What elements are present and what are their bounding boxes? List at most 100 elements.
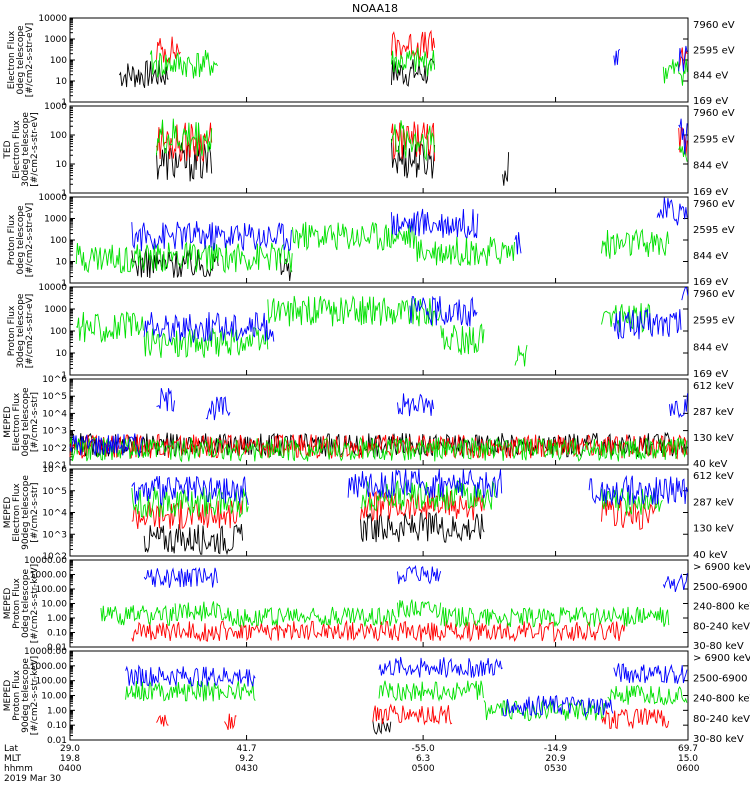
x-tick-label-lat: -14.9: [544, 744, 568, 754]
y-axis-label: 90deg telescope: [21, 658, 31, 733]
legend-entry: 7960 eV: [693, 20, 735, 31]
y-axis-label: Proton Flux: [12, 670, 22, 721]
y-axis-label: 0deg telescope: [16, 25, 26, 95]
panel-3: 1 10 100 1000 10000 Proton Flux 0deg telescope…: [7, 193, 735, 289]
y-axis-label: 0deg telescope: [21, 569, 31, 639]
x-row-label: hhmm: [4, 764, 33, 774]
x-tick-label-lat: 41.7: [237, 744, 257, 754]
series-line-black: [390, 58, 436, 87]
series-line-blue: [143, 567, 218, 588]
series-line-red: [601, 707, 670, 730]
x-tick-label-time: 0400: [59, 764, 82, 774]
series-line-red: [678, 47, 688, 69]
series-line-blue: [156, 387, 175, 412]
y-axis-label: Proton Flux: [7, 305, 17, 356]
legend-entry: 169 eV: [693, 369, 728, 380]
y-tick-label: 10: [56, 77, 68, 87]
y-tick-label: 1000: [44, 215, 67, 225]
y-axis-label: Electron Flux: [12, 120, 22, 179]
x-tick-label-mlt: 19.8: [60, 754, 80, 764]
y-tick-label: 0.10: [47, 721, 67, 731]
series-line-green: [224, 606, 398, 628]
series-line-black: [156, 142, 213, 182]
series-line-green: [397, 599, 442, 619]
legend-entry: 40 keV: [693, 459, 727, 470]
y-tick-label: 1: [61, 371, 67, 381]
y-tick-label: 0.01: [47, 736, 67, 746]
legend-entry: 7960 eV: [693, 289, 735, 300]
y-tick-label: 10000: [38, 14, 67, 24]
y-tick-label: 1000.00: [30, 571, 67, 581]
y-axis-label: [#/cm2-s-str-eV]: [25, 23, 35, 98]
legend-entry: 240-800 keV: [693, 602, 750, 613]
legend-entry: 80-240 keV: [693, 714, 750, 725]
series-line-green: [483, 698, 607, 722]
series-line-green: [607, 684, 688, 706]
panel-8: 0.01 0.10 1.00 10.00 100.00 1000.00 10000.00 ME…: [3, 647, 750, 746]
legend-entry: 40 keV: [693, 550, 727, 561]
series-line-blue: [131, 475, 249, 506]
series-line-red: [372, 703, 453, 726]
series-line-red: [131, 499, 243, 530]
series-line-blue: [378, 656, 503, 679]
series-line-blue: [514, 232, 522, 255]
series-line-green: [601, 228, 670, 259]
series-line-blue: [588, 475, 688, 506]
series-line-black: [372, 718, 392, 735]
series-line-red: [390, 29, 436, 60]
panels: 1 10 100 1000 10000 Electron Flux 0deg telesco…: [3, 14, 750, 746]
series-line-blue: [131, 221, 292, 252]
series-line-black: [119, 60, 169, 89]
series-line-blue: [681, 287, 689, 301]
x-tick-label-time: 0530: [544, 764, 567, 774]
x-tick-label-time: 0500: [412, 764, 435, 774]
series-line-blue: [613, 308, 682, 340]
legend-entry: 130 keV: [693, 524, 734, 535]
legend-entry: > 6900 keV: [693, 562, 750, 573]
series-line-blue: [397, 564, 442, 585]
legend-entry: 844 eV: [693, 71, 728, 82]
legend-entry: 844 eV: [693, 251, 728, 262]
panel-4: 1 10 100 1000 10000 Proton Flux 30deg telescop…: [7, 283, 735, 381]
y-tick-label: 1.00: [47, 614, 67, 624]
y-axis-label: TED: [3, 140, 13, 159]
x-row-label: Lat: [4, 744, 19, 754]
y-tick-label: 10^5: [42, 392, 67, 402]
series-line-blue: [502, 695, 614, 718]
legend-entry: 844 eV: [693, 342, 728, 353]
legend-entry: 844 eV: [693, 161, 728, 172]
y-tick-label: 10^1: [42, 461, 67, 471]
y-tick-label: 10^4: [42, 409, 67, 419]
legend-entry: 2500-6900: [693, 673, 748, 684]
y-tick-label: 10: [56, 349, 68, 359]
y-axis-label: MEPED: [3, 680, 13, 712]
y-axis-label: [#/cm2-s-str]: [30, 482, 40, 542]
series-line-green: [69, 436, 688, 463]
series-line-green: [100, 605, 175, 626]
y-tick-label: 10.00: [41, 600, 67, 610]
panel-frame: [69, 559, 689, 648]
series-line-blue: [678, 45, 688, 72]
y-tick-label: 10^4: [42, 509, 67, 519]
series-line-green: [131, 486, 249, 519]
y-tick-label: 10^6: [42, 465, 67, 475]
series-line-green: [378, 680, 484, 702]
series-line-green: [149, 49, 218, 79]
y-axis-label: [#/cm2-s-str-keV]: [30, 656, 40, 735]
x-tick-label-mlt: 20.9: [546, 754, 566, 764]
y-tick-label: 10000: [38, 193, 67, 203]
series-line-blue: [669, 393, 688, 419]
series-line-green: [678, 144, 688, 162]
panel-frame: [69, 17, 689, 103]
series-line-green: [75, 311, 144, 344]
y-axis-label: [#/cm2-s-str-keV]: [30, 564, 40, 643]
legend-entry: 169 eV: [693, 277, 728, 288]
y-axis-label: Proton Flux: [7, 214, 17, 265]
y-tick-label: 1: [61, 98, 67, 108]
y-tick-label: 100: [50, 327, 67, 337]
y-tick-label: 10^6: [42, 375, 67, 385]
y-tick-label: 100.00: [36, 585, 68, 595]
x-row-label: MLT: [4, 754, 22, 764]
